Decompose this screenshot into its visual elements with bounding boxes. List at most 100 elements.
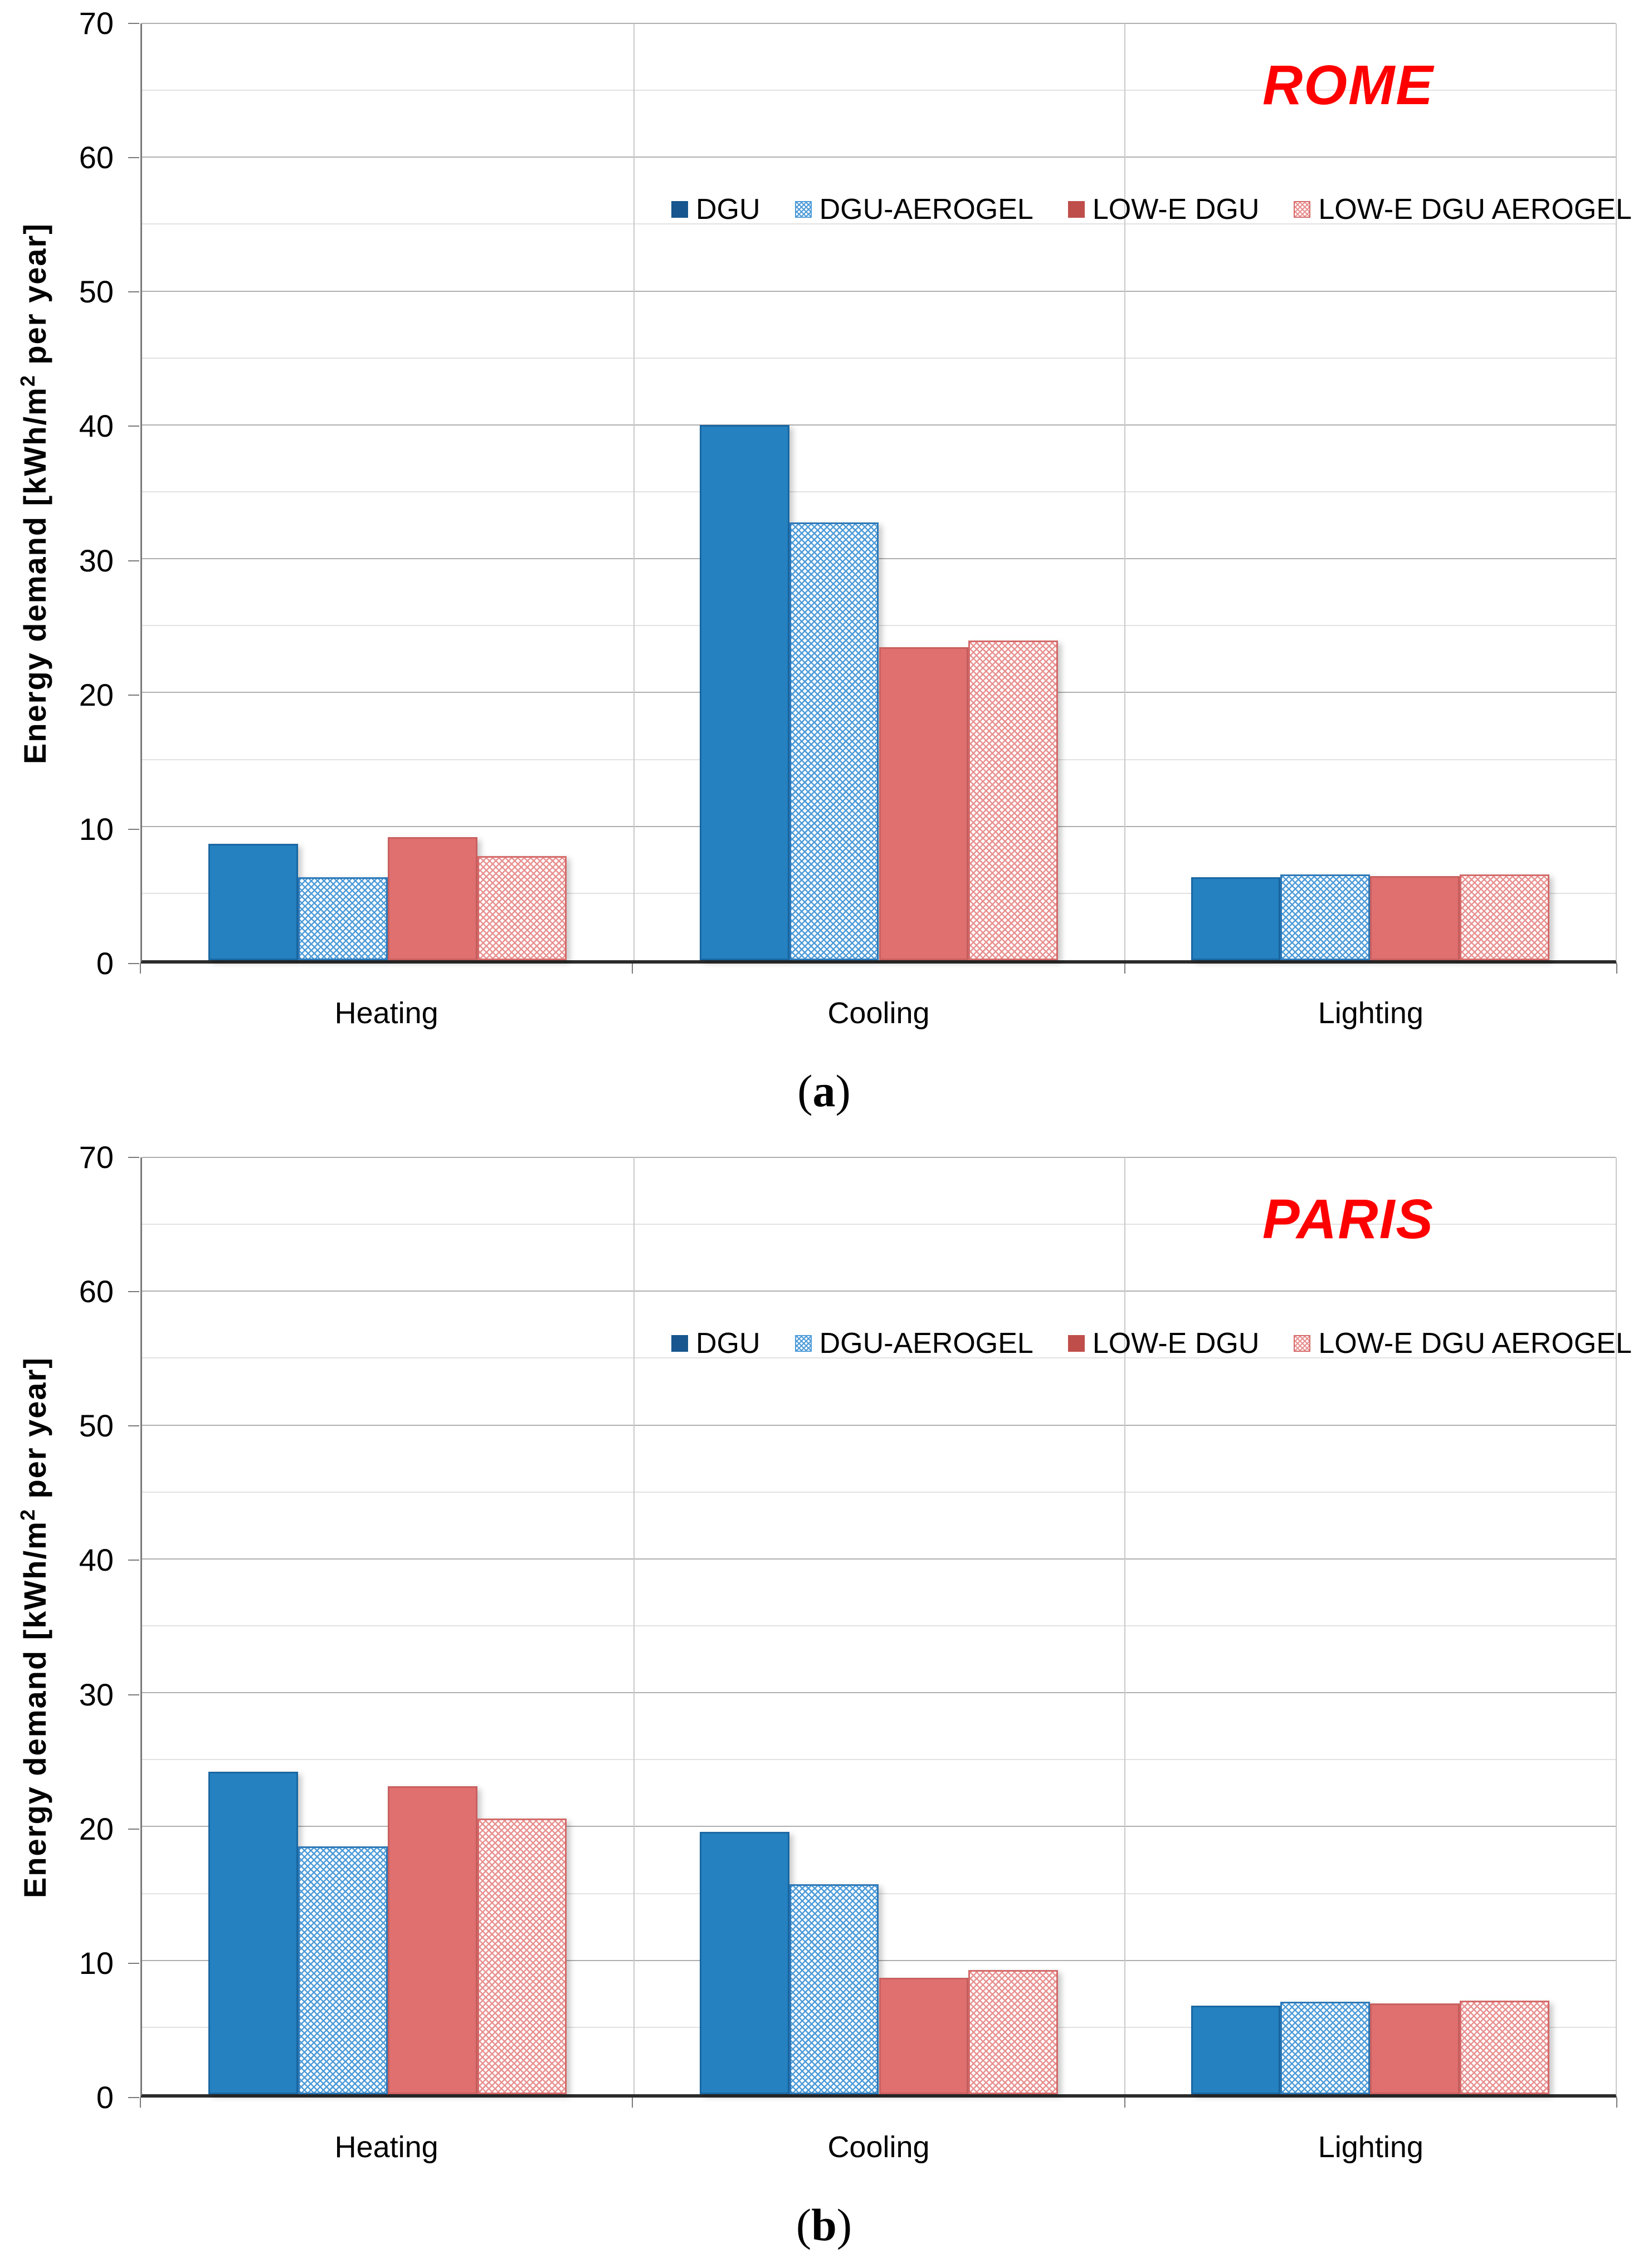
- chart-title-city: PARIS: [1262, 1188, 1435, 1250]
- y-tick-label: 60: [79, 1274, 114, 1309]
- legend: DGU DGU-AEROGEL LOW-E DGU LOW-E DGU AEROGEL: [671, 1327, 1632, 1360]
- legend-label: LOW-E DGU AEROGEL: [1318, 193, 1632, 226]
- y-tick-mark: [128, 23, 139, 24]
- category-separator-line: [633, 1157, 635, 2094]
- y-tick-label: 40: [79, 408, 114, 444]
- bar-dgu-lighting: [1191, 2006, 1281, 2094]
- x-category-label-lighting: Lighting: [1318, 996, 1423, 1030]
- y-tick-label: 10: [79, 1945, 114, 1981]
- bar-dgu-aerogel-cooling: [789, 1884, 879, 2094]
- y-tick-label: 0: [96, 2080, 114, 2115]
- bar-low-e-dgu-heating: [387, 1786, 477, 2094]
- caption-close-paren: ): [835, 1065, 851, 1116]
- category-separator-line: [1124, 23, 1126, 960]
- x-tick-mark: [1124, 964, 1125, 974]
- minor-gridline: [142, 357, 1616, 359]
- bar-low-e-dgu-aerogel-lighting: [1459, 2000, 1549, 2094]
- legend-item-low-e-dgu: LOW-E DGU: [1067, 1327, 1260, 1360]
- bar-dgu-heating: [208, 1771, 299, 2094]
- bar-low-e-dgu-aerogel-cooling: [968, 640, 1058, 960]
- y-tick-mark: [128, 1157, 139, 1158]
- x-tick-mark: [1124, 2098, 1125, 2108]
- major-gridline: [142, 558, 1616, 560]
- legend-item-low-e-dgu-aerogel: LOW-E DGU AEROGEL: [1294, 1327, 1632, 1360]
- chart-title-city: ROME: [1262, 54, 1434, 116]
- legend-swatch-icon: [794, 1335, 812, 1352]
- legend-label: LOW-E DGU: [1092, 1327, 1260, 1360]
- y-tick-mark: [128, 1425, 139, 1427]
- legend-item-dgu: DGU: [671, 1327, 760, 1360]
- bar-dgu-aerogel-cooling: [789, 522, 879, 960]
- y-tick-mark: [128, 426, 139, 427]
- y-tick-label: 20: [79, 1811, 114, 1846]
- legend-label: LOW-E DGU AEROGEL: [1318, 1327, 1632, 1360]
- x-category-label-lighting: Lighting: [1318, 2130, 1423, 2164]
- y-tick-mark: [128, 1560, 139, 1561]
- caption-open-paren: (: [796, 2199, 812, 2250]
- minor-gridline: [142, 1625, 1616, 1626]
- legend-item-low-e-dgu: LOW-E DGU: [1067, 193, 1260, 226]
- plot-area: [140, 1157, 1617, 2098]
- bar-dgu-aerogel-lighting: [1280, 2002, 1371, 2094]
- major-gridline: [142, 1291, 1616, 1292]
- caption-open-paren: (: [797, 1065, 813, 1116]
- bar-dgu-cooling: [700, 1832, 789, 2094]
- minor-gridline: [142, 1893, 1616, 1894]
- caption-letter: a: [812, 1065, 836, 1116]
- major-gridline: [142, 1959, 1616, 1961]
- y-tick-label: 50: [79, 274, 114, 310]
- bar-dgu-heating: [208, 843, 299, 960]
- y-tick-label: 20: [79, 677, 114, 712]
- chart-figure-paris: Energy demand [kWh/m2 per year] 0 10 20 30 4…: [0, 1134, 1648, 2268]
- x-axis-tick-marks: [140, 2098, 1617, 2109]
- y-tick-label: 50: [79, 1408, 114, 1444]
- y-tick-label: 30: [79, 1676, 114, 1712]
- x-axis-category-labels: Heating Cooling Lighting: [140, 2130, 1617, 2169]
- major-gridline: [142, 424, 1616, 426]
- minor-gridline: [142, 223, 1616, 225]
- bar-dgu-aerogel-lighting: [1280, 874, 1371, 960]
- bar-low-e-dgu-cooling: [879, 647, 969, 960]
- x-category-label-heating: Heating: [334, 2130, 438, 2164]
- x-category-label-cooling: Cooling: [827, 2130, 930, 2164]
- legend: DGU DGU-AEROGEL LOW-E DGU LOW-E DGU AEROGEL: [671, 193, 1632, 226]
- minor-gridline: [142, 1759, 1616, 1761]
- x-tick-mark: [632, 964, 633, 974]
- caption-letter: b: [811, 2199, 837, 2250]
- y-tick-label: 10: [79, 811, 114, 847]
- y-tick-mark: [128, 694, 139, 696]
- legend-label: LOW-E DGU: [1092, 193, 1260, 226]
- y-tick-mark: [128, 963, 139, 964]
- figure-caption: (b): [0, 2199, 1648, 2251]
- bar-dgu-lighting: [1191, 877, 1281, 960]
- minor-gridline: [142, 625, 1616, 627]
- y-tick-mark: [128, 291, 139, 293]
- x-tick-mark: [140, 964, 141, 974]
- x-axis-category-labels: Heating Cooling Lighting: [140, 996, 1617, 1035]
- y-tick-mark: [128, 1962, 139, 1964]
- bar-low-e-dgu-lighting: [1370, 876, 1460, 960]
- legend-label: DGU: [696, 193, 760, 226]
- minor-gridline: [142, 1224, 1616, 1225]
- bar-low-e-dgu-aerogel-heating: [477, 1819, 567, 2094]
- legend-label: DGU: [696, 1327, 760, 1360]
- x-tick-mark: [140, 2098, 141, 2108]
- legend-label: DGU-AEROGEL: [819, 193, 1033, 226]
- legend-swatch-icon: [1294, 1335, 1311, 1352]
- figure-caption: (a): [0, 1065, 1648, 1117]
- x-category-label-cooling: Cooling: [827, 996, 930, 1030]
- major-gridline: [142, 290, 1616, 292]
- legend-item-dgu-aerogel: DGU-AEROGEL: [794, 193, 1033, 226]
- y-tick-label: 70: [79, 1140, 114, 1175]
- y-tick-label: 70: [79, 6, 114, 41]
- y-tick-mark: [128, 1828, 139, 1830]
- major-gridline: [142, 157, 1616, 158]
- y-tick-mark: [128, 2097, 139, 2098]
- bar-low-e-dgu-cooling: [879, 1977, 969, 2094]
- minor-gridline: [142, 1357, 1616, 1359]
- legend-swatch-icon: [1294, 201, 1311, 218]
- y-tick-mark: [128, 157, 139, 159]
- plot-area: [140, 23, 1617, 964]
- bar-dgu-aerogel-heating: [298, 877, 388, 960]
- y-axis-tick-marks: [128, 1157, 139, 2098]
